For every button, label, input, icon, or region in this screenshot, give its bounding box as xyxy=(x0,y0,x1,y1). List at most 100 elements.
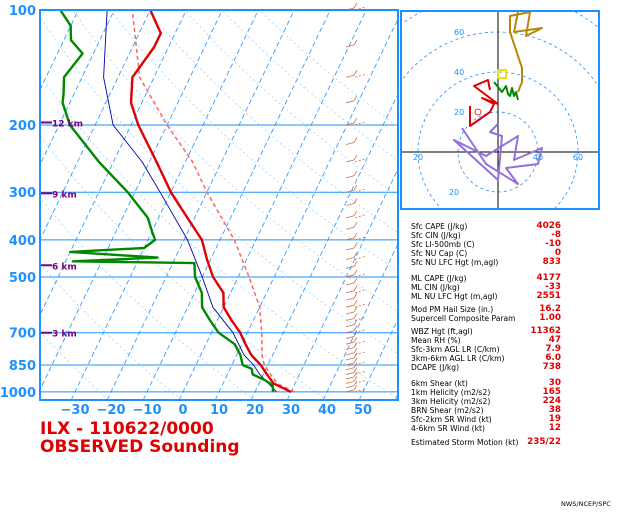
hodo-ring xyxy=(400,31,600,90)
wind-barb xyxy=(354,158,366,163)
isotherm-line xyxy=(40,10,187,316)
wind-barb xyxy=(345,189,355,193)
wind-barb xyxy=(345,297,355,301)
dry-adiabat xyxy=(40,197,255,400)
pressure-tick-label: 400 xyxy=(9,234,36,249)
hodo-box-marker xyxy=(497,69,507,79)
height-marker-label: 9 km xyxy=(52,190,77,200)
wind-barb-flag xyxy=(353,384,358,391)
index-value: -10 xyxy=(545,239,561,249)
wind-barb-flag xyxy=(353,362,358,368)
wind-barb-flag xyxy=(353,170,358,176)
index-label: Sfc NU LFC Hgt (m,agl) xyxy=(411,258,499,267)
wind-barb-flag xyxy=(353,232,358,239)
index-value: 0 xyxy=(554,248,561,258)
index-value: 12 xyxy=(548,423,561,433)
wind-barb-flag xyxy=(353,325,358,331)
isotherm-line xyxy=(106,10,295,400)
storm-motion-marker xyxy=(474,108,482,116)
hodo-storm-trace xyxy=(453,123,543,185)
wind-barb-flag xyxy=(353,95,358,102)
wind-barb-flag xyxy=(353,306,358,313)
wind-barb xyxy=(354,388,366,393)
index-label: DCAPE (J/kg) xyxy=(411,363,460,372)
index-value: 224 xyxy=(542,396,561,406)
temperature-trace xyxy=(129,10,292,393)
wind-barb xyxy=(354,273,366,278)
wind-barb xyxy=(354,340,366,345)
wind-barb-flag xyxy=(353,352,358,359)
height-marker-label: 6 km xyxy=(52,262,77,272)
temperature-tick-label: 0 xyxy=(178,403,187,418)
wind-barb-flag xyxy=(353,313,358,319)
wind-barb xyxy=(345,324,355,328)
wind-barb-flag xyxy=(353,137,358,143)
index-label: Mean RH (%) xyxy=(411,336,461,345)
wind-barb xyxy=(345,352,355,356)
temperature-tick-label: −20 xyxy=(97,403,126,418)
wind-barb xyxy=(345,357,355,361)
index-value: 38 xyxy=(548,405,561,415)
chart-title: ILX - 110622/0000 xyxy=(40,419,214,439)
pressure-tick-label: 850 xyxy=(9,359,36,374)
wind-barb-flag xyxy=(353,70,358,76)
dry-adiabat xyxy=(40,74,398,399)
wind-barb xyxy=(345,266,355,269)
wind-barb-flag xyxy=(353,299,358,306)
index-label: Sfc-2km SR Wind (kt) xyxy=(411,415,492,424)
wind-barb xyxy=(345,318,355,321)
wind-barb xyxy=(345,389,355,393)
dry-adiabat xyxy=(40,134,328,400)
wind-barb xyxy=(354,236,366,241)
wind-barb-flag xyxy=(353,210,358,216)
wind-barb xyxy=(354,361,366,366)
index-label: Sfc-3km AGL LR (C/km) xyxy=(411,345,500,354)
wind-barb-flag xyxy=(353,336,358,343)
wind-barb xyxy=(354,329,366,334)
index-value: 165 xyxy=(542,387,561,397)
wind-barb xyxy=(345,372,355,375)
temperature-tick-label: 10 xyxy=(210,403,228,418)
wind-barb xyxy=(345,175,355,179)
index-label: 6km Shear (kt) xyxy=(411,379,468,388)
isotherm-line xyxy=(358,318,398,400)
wind-barb xyxy=(345,226,355,230)
isotherm-line xyxy=(250,93,398,400)
index-label: 3km Helicity (m2/s2) xyxy=(411,397,491,406)
hodo-upper-trace xyxy=(509,11,543,93)
wind-barb-flag xyxy=(353,117,358,124)
hodo-plot-area xyxy=(400,10,600,210)
index-label: Sfc CAPE (J/kg) xyxy=(411,222,468,231)
hodo-ring-label: 20 xyxy=(454,108,464,117)
index-label: 1km Helicity (m2/s2) xyxy=(411,388,491,397)
wind-barb xyxy=(345,247,355,251)
wind-barb-flag xyxy=(353,261,358,267)
wind-barb-flag xyxy=(353,198,358,204)
height-marker-label: 3 km xyxy=(52,330,77,340)
wind-barb-flag xyxy=(353,39,358,46)
isotherm-line xyxy=(70,10,259,400)
parcel-trace xyxy=(131,10,295,393)
temperature-tick-label: −10 xyxy=(133,403,162,418)
wind-barb xyxy=(345,122,355,126)
dry-adiabat xyxy=(40,262,182,400)
temperature-tick-label: 50 xyxy=(354,403,372,418)
wind-barb xyxy=(345,274,355,278)
index-value: 4177 xyxy=(536,273,561,283)
wind-barb xyxy=(345,203,355,206)
isotherm-line xyxy=(40,10,151,241)
skew-plot-area xyxy=(40,10,398,400)
credit-label: NWS/NCEP/SPC xyxy=(561,500,611,508)
wind-barb xyxy=(345,100,355,104)
dewpoint-trace xyxy=(59,10,275,392)
hodo-axis-tick: 40 xyxy=(533,153,543,162)
wind-barb-flag xyxy=(353,285,358,291)
wind-barb xyxy=(345,257,355,260)
wind-barb xyxy=(345,74,355,78)
hodo-axis-tick: 20 xyxy=(449,188,459,197)
wind-barb xyxy=(345,311,355,315)
index-value: 1.00 xyxy=(539,313,561,323)
index-value: 6.0 xyxy=(545,353,561,363)
